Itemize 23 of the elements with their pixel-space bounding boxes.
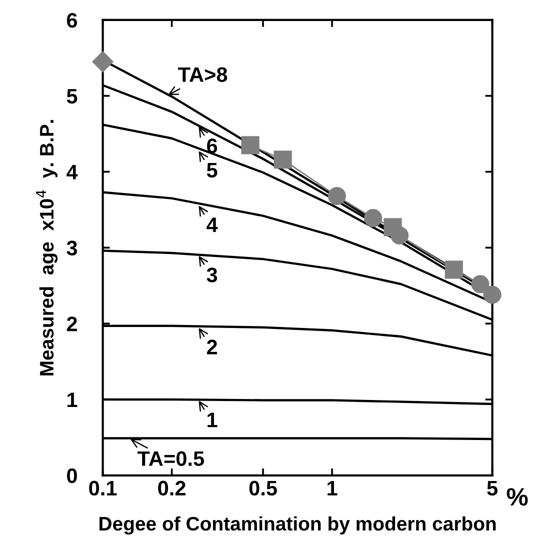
annotation: 2: [206, 340, 218, 354]
x-tick-label: 1: [328, 481, 338, 496]
y-tick-label: 5: [66, 89, 78, 104]
annotation: 4: [206, 218, 218, 232]
y-tick-label: 2: [66, 316, 77, 332]
annotation: 3: [206, 268, 218, 282]
y-tick-label: 0: [67, 468, 77, 484]
x-tick-label: 0.2: [158, 480, 186, 496]
y-tick-label: 3: [66, 240, 78, 256]
annotation: 6: [207, 138, 218, 154]
y-tick-label: 4: [66, 164, 78, 180]
x-tick-label: 0.1: [89, 480, 117, 496]
annotation: TA>8: [178, 67, 228, 82]
text: %: [506, 488, 528, 506]
y-axis-title: Measured age x10$^{4}$ y. B.P.: [36, 120, 58, 376]
y-tick-label: 1: [68, 392, 78, 408]
y-tick-label: 6: [66, 12, 78, 28]
annotation: TA=0.5: [137, 451, 204, 466]
annotation: 1: [208, 412, 218, 428]
x-tick-label: 0.5: [249, 480, 277, 496]
x-tick-label: 5: [487, 481, 498, 496]
x-axis-title: Degee of Contamination by modern carbon: [100, 516, 496, 535]
annotation: 5: [206, 163, 218, 178]
